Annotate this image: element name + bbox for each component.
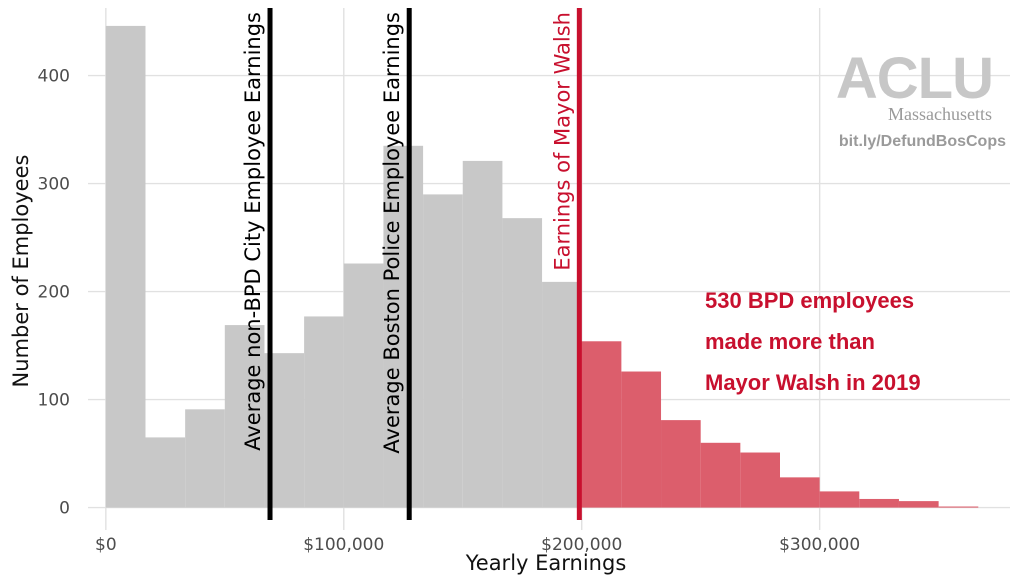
annotation: 530 BPD employees made more than Mayor W…	[705, 288, 921, 395]
reference-lines: Average non-BPD City Employee Earnings Av…	[241, 8, 582, 520]
histogram-bar	[423, 194, 463, 508]
x-tick-label: $300,000	[779, 535, 860, 555]
histogram-bar	[779, 477, 820, 508]
histogram-bar	[145, 437, 186, 508]
histogram-bar	[938, 506, 979, 508]
annotation-line-2: made more than	[705, 329, 875, 354]
x-axis-ticks: $0 $100,000 $200,000 $300,000	[95, 535, 860, 555]
annotation-line-1: 530 BPD employees	[705, 288, 914, 313]
x-tick-label: $0	[95, 535, 117, 555]
histogram-bar	[224, 325, 265, 508]
annotation-line-3: Mayor Walsh in 2019	[705, 370, 921, 395]
source-url: bit.ly/DefundBosCops	[839, 133, 1006, 150]
aclu-logo-state: Massachusetts	[888, 104, 992, 124]
histogram-bars	[105, 25, 979, 508]
histogram-bar	[661, 420, 701, 508]
y-axis-title: Number of Employees	[9, 155, 33, 388]
histogram-bar	[105, 25, 146, 508]
x-tick-label: $100,000	[303, 535, 384, 555]
x-tick-label: $200,000	[541, 535, 622, 555]
histogram-bar	[700, 442, 741, 508]
histogram-bar	[383, 145, 424, 508]
x-axis-title: Yearly Earnings	[465, 551, 627, 575]
histogram-bar	[740, 452, 780, 508]
histogram-bar	[502, 218, 543, 508]
histogram-bar	[579, 341, 622, 508]
y-tick-label: 0	[59, 499, 70, 519]
y-tick-label: 400	[38, 67, 70, 87]
y-axis-ticks: 0 100 200 300 400	[38, 67, 70, 519]
histogram-bar	[542, 281, 580, 508]
histogram-bar	[462, 160, 503, 508]
histogram-bar	[185, 409, 225, 508]
histogram-bar	[898, 501, 939, 508]
reference-line-label: Average non-BPD City Employee Earnings	[241, 12, 265, 451]
histogram-bar	[621, 371, 662, 508]
reference-line-label: Average Boston Police Employee Earnings	[380, 12, 404, 454]
aclu-logo-wordmark: ACLU	[836, 46, 993, 111]
y-tick-label: 100	[38, 391, 70, 411]
y-tick-label: 300	[38, 175, 70, 195]
histogram-bar	[304, 316, 344, 508]
histogram-bar	[343, 263, 384, 508]
y-tick-label: 200	[38, 283, 70, 303]
histogram-bar	[819, 491, 860, 508]
histogram-bar	[859, 498, 899, 508]
reference-line-label: Earnings of Mayor Walsh	[550, 12, 574, 271]
aclu-logo: ACLU Massachusetts bit.ly/DefundBosCops	[836, 46, 1006, 150]
